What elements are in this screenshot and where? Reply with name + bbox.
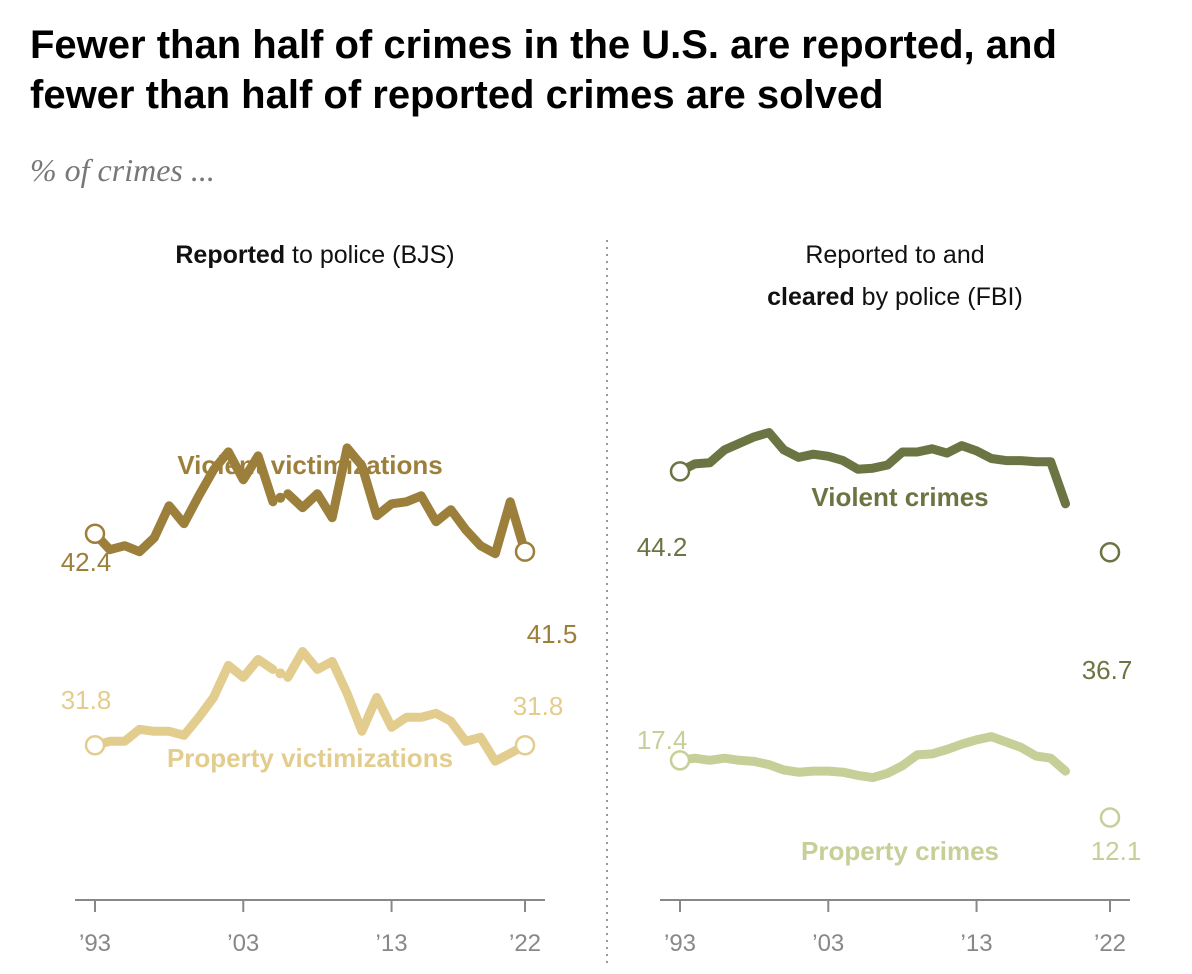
series-name-label: Violent crimes — [811, 482, 988, 512]
series-end-label: 12.1 — [1091, 836, 1142, 866]
x-tick-label: ’93 — [664, 930, 696, 957]
x-tick-label: ’03 — [227, 930, 259, 957]
series-line-violent-victimizations — [90, 447, 278, 557]
series-start-label: 44.2 — [637, 532, 688, 562]
series-line-property-victimizations — [283, 647, 530, 766]
left-heading-bold: Reported — [175, 241, 286, 269]
series-end-marker — [1099, 807, 1121, 828]
x-tick-label: ’03 — [812, 930, 844, 957]
right-heading-rest: by police (FBI) — [854, 283, 1023, 311]
series-gap-dot — [275, 492, 286, 503]
series-end-marker — [514, 541, 536, 562]
series-end-marker — [1099, 542, 1121, 563]
series-name-label: Property crimes — [801, 836, 999, 866]
right-panel-heading: Reported to and cleared by police (FBI) — [660, 234, 1130, 318]
series-start-label: 31.8 — [61, 685, 112, 715]
series-name-label: Property victimizations — [167, 743, 453, 773]
x-tick-label: ’13 — [961, 930, 993, 957]
series-end-marker — [514, 735, 536, 756]
series-end-label: 36.7 — [1082, 655, 1133, 685]
series-name-label: Violent victimizations — [177, 450, 442, 480]
series-gap-dot — [275, 668, 286, 679]
x-tick-label: ’22 — [509, 930, 541, 957]
x-tick-label: ’13 — [376, 930, 408, 957]
series-line-violent-victimizations — [283, 443, 530, 559]
series-start-marker — [84, 523, 106, 544]
series-end-label: 31.8 — [513, 691, 564, 721]
series-end-label: 41.5 — [527, 619, 578, 649]
series-line-property-crimes — [675, 732, 1070, 783]
x-tick-label: ’22 — [1094, 930, 1126, 957]
series-line-violent-crimes — [675, 428, 1070, 509]
series-start-marker — [669, 750, 691, 771]
left-heading-rest: to police (BJS) — [285, 241, 455, 269]
x-tick-label: ’93 — [79, 930, 111, 957]
series-start-marker — [84, 735, 106, 756]
right-heading-bold: cleared — [767, 283, 855, 311]
right-heading-line1: Reported to and — [805, 241, 985, 269]
chart-subtitle: % of crimes ... — [30, 152, 215, 188]
series-start-marker — [669, 461, 691, 482]
chart-title: Fewer than half of crimes in the U.S. ar… — [30, 23, 1057, 117]
left-panel-heading: Reported to police (BJS) — [80, 234, 550, 276]
series-start-label: 42.4 — [61, 547, 112, 577]
series-line-property-victimizations — [90, 654, 278, 750]
series-start-label: 17.4 — [637, 725, 688, 755]
